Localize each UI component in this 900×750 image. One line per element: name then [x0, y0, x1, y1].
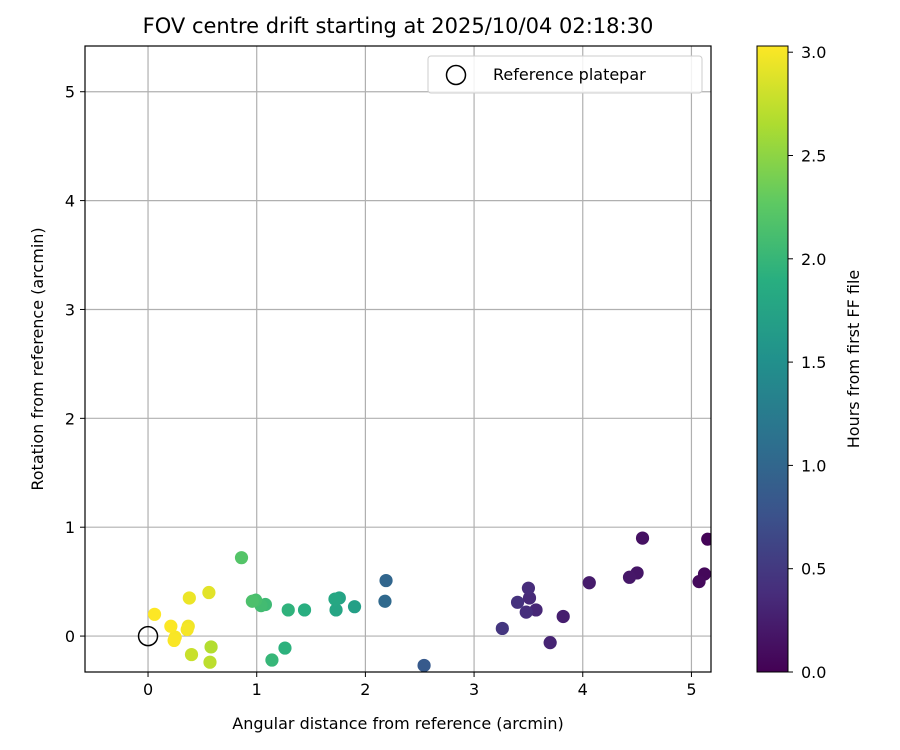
colorbar-gradient: [756, 45, 789, 673]
x-axis-label: Angular distance from reference (arcmin): [232, 714, 563, 733]
y-tick-label: 0: [65, 627, 75, 646]
data-point: [701, 532, 711, 546]
colorbar: 0.0 0.5 1.0 1.5 2.0 2.5 3.0 Hours from first F…: [756, 43, 863, 682]
data-points: [147, 531, 711, 672]
data-point: [180, 622, 194, 637]
x-tick-label: 2: [360, 680, 370, 699]
x-tick-label: 4: [578, 680, 588, 699]
data-point: [519, 605, 533, 619]
data-point: [167, 633, 181, 648]
chart-title: FOV centre drift starting at 2025/10/04 …: [143, 14, 654, 38]
y-axis-ticks: 0 1 2 3 4 5: [65, 83, 85, 646]
colorbar-tick-label: 2.5: [801, 146, 826, 165]
y-tick-label: 1: [65, 518, 75, 537]
data-point: [379, 573, 393, 588]
data-point: [347, 600, 362, 614]
legend-marker-icon: [445, 64, 467, 86]
data-point: [622, 570, 637, 584]
x-tick-label: 1: [252, 680, 262, 699]
legend: Reference platepar: [427, 55, 703, 94]
data-point: [265, 653, 279, 667]
data-point: [182, 591, 196, 605]
data-point: [521, 581, 536, 595]
data-point: [234, 551, 249, 565]
y-tick-label: 4: [65, 192, 75, 211]
x-tick-label: 5: [686, 680, 696, 699]
data-point: [147, 607, 162, 621]
data-point: [417, 658, 431, 672]
data-point: [202, 585, 216, 600]
data-point: [495, 621, 509, 636]
reference-point-marker: [137, 625, 159, 647]
colorbar-tick-label: 1.0: [801, 456, 826, 475]
x-tick-label: 3: [469, 680, 479, 699]
colorbar-tick-label: 0.0: [801, 663, 826, 682]
colorbar-tick-label: 2.0: [801, 250, 826, 269]
grid-lines: [85, 46, 711, 672]
y-tick-label: 2: [65, 409, 75, 428]
data-point: [582, 576, 596, 590]
y-tick-label: 3: [65, 300, 75, 319]
legend-label: Reference platepar: [493, 65, 646, 84]
data-point: [164, 619, 178, 633]
data-point: [245, 594, 259, 608]
legend-box: [427, 55, 703, 94]
data-point: [556, 609, 570, 624]
data-point: [543, 636, 557, 650]
x-axis-ticks: 0 1 2 3 4 5: [143, 672, 697, 699]
colorbar-tick-label: 0.5: [801, 560, 826, 579]
colorbar-tick-label: 1.5: [801, 353, 826, 372]
colorbar-label: Hours from first FF file: [844, 270, 863, 449]
data-point: [510, 595, 525, 609]
y-tick-label: 5: [65, 83, 75, 102]
data-point: [204, 640, 218, 654]
y-axis-label: Rotation from reference (arcmin): [28, 227, 47, 490]
reference-point: [137, 625, 159, 647]
data-point: [281, 603, 295, 617]
colorbar-tick-label: 3.0: [801, 43, 826, 62]
data-point: [635, 531, 650, 545]
data-point: [378, 594, 392, 608]
data-point: [328, 592, 342, 606]
data-point: [184, 647, 199, 662]
data-point: [522, 591, 537, 605]
x-tick-label: 0: [143, 680, 153, 699]
data-point: [329, 603, 343, 617]
plot-frame: [84, 45, 712, 673]
data-point: [297, 603, 312, 617]
colorbar-ticks: 0.0 0.5 1.0 1.5 2.0 2.5 3.0: [788, 43, 826, 682]
data-point: [692, 575, 706, 589]
data-point: [278, 641, 292, 655]
data-point: [203, 655, 217, 669]
